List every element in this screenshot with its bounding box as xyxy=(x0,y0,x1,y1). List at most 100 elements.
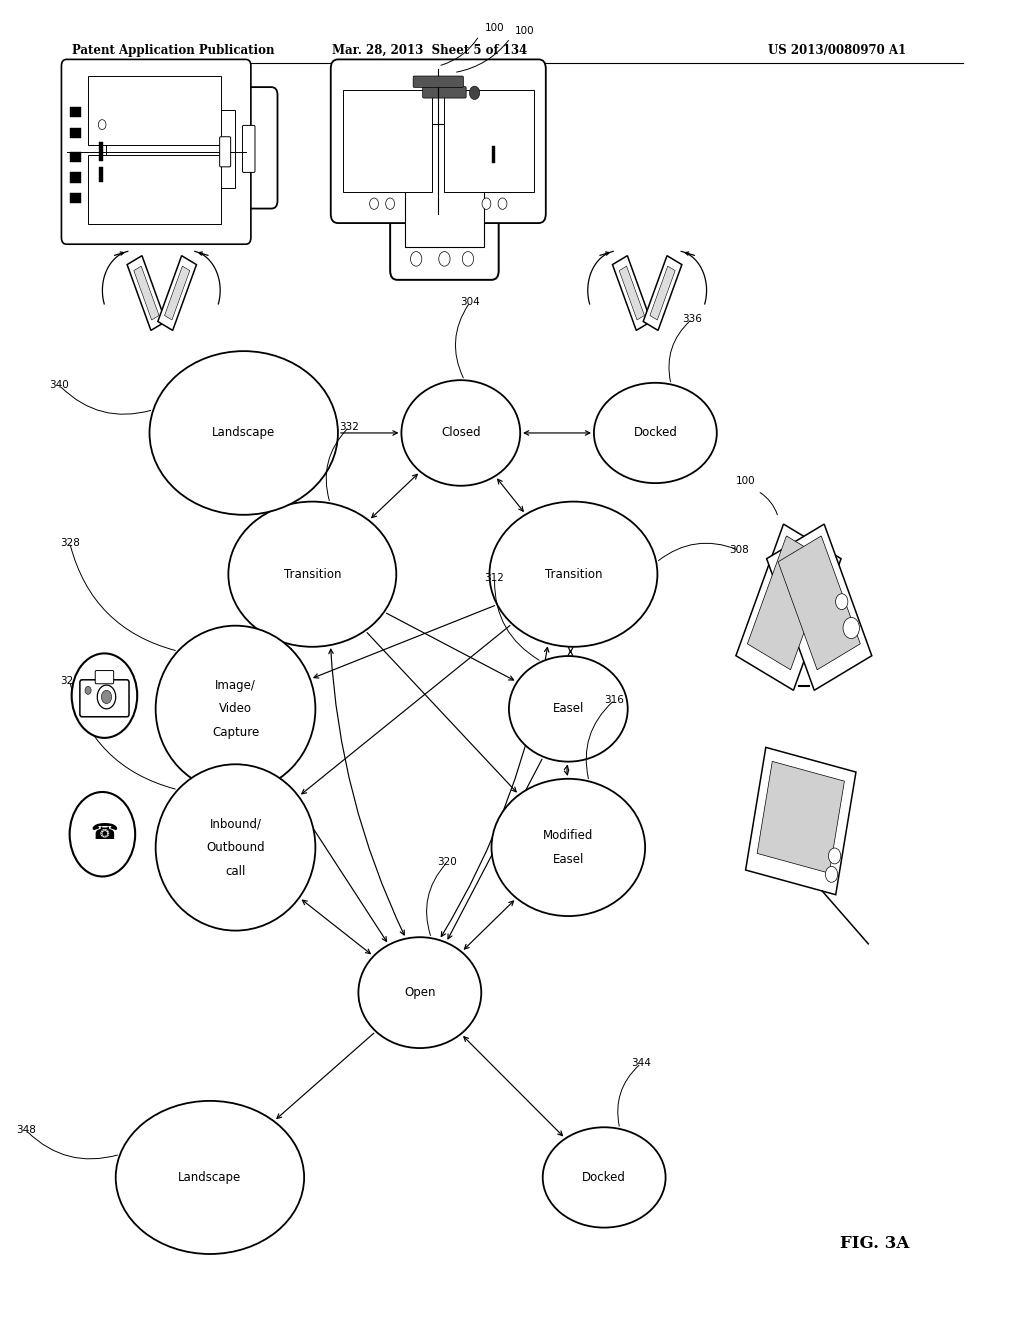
Ellipse shape xyxy=(358,937,481,1048)
Text: FIG. 3A: FIG. 3A xyxy=(840,1236,909,1251)
Text: 344: 344 xyxy=(631,1059,651,1068)
Bar xyxy=(343,91,432,193)
Text: Outbound: Outbound xyxy=(206,841,265,854)
Polygon shape xyxy=(127,256,166,330)
Text: Docked: Docked xyxy=(583,1171,626,1184)
Circle shape xyxy=(482,198,490,210)
Circle shape xyxy=(370,198,379,210)
FancyBboxPatch shape xyxy=(95,671,114,684)
Polygon shape xyxy=(767,524,871,690)
Text: Transition: Transition xyxy=(284,568,341,581)
Circle shape xyxy=(72,653,137,738)
Polygon shape xyxy=(158,256,197,330)
Polygon shape xyxy=(643,256,682,330)
Text: 308: 308 xyxy=(729,545,750,556)
Text: ☎: ☎ xyxy=(90,822,119,843)
Circle shape xyxy=(825,866,838,882)
Bar xyxy=(404,124,484,247)
Text: Video: Video xyxy=(219,702,252,715)
Text: 348: 348 xyxy=(15,1125,36,1135)
Circle shape xyxy=(70,792,135,876)
Text: Docked: Docked xyxy=(634,426,677,440)
Text: US 2013/0080970 A1: US 2013/0080970 A1 xyxy=(768,44,906,57)
Circle shape xyxy=(828,847,841,863)
Polygon shape xyxy=(778,536,860,669)
Bar xyxy=(70,173,81,182)
Text: Inbound/: Inbound/ xyxy=(210,817,261,830)
Text: Capture: Capture xyxy=(212,726,259,739)
Text: Easel: Easel xyxy=(553,702,584,715)
Circle shape xyxy=(101,690,112,704)
FancyBboxPatch shape xyxy=(80,680,129,717)
FancyBboxPatch shape xyxy=(91,87,278,209)
Text: Landscape: Landscape xyxy=(178,1171,242,1184)
Polygon shape xyxy=(745,747,856,895)
Ellipse shape xyxy=(543,1127,666,1228)
Text: 332: 332 xyxy=(339,422,359,432)
Polygon shape xyxy=(748,536,829,669)
Text: 312: 312 xyxy=(484,573,505,583)
Text: Closed: Closed xyxy=(441,426,480,440)
FancyBboxPatch shape xyxy=(61,59,251,244)
Circle shape xyxy=(85,686,91,694)
Polygon shape xyxy=(620,267,644,319)
FancyBboxPatch shape xyxy=(243,125,255,173)
Bar xyxy=(492,145,496,164)
Polygon shape xyxy=(757,762,845,873)
Ellipse shape xyxy=(156,764,315,931)
Circle shape xyxy=(836,594,848,610)
Ellipse shape xyxy=(509,656,628,762)
Bar xyxy=(70,128,81,139)
Text: 324: 324 xyxy=(59,676,80,686)
Circle shape xyxy=(462,252,474,267)
Ellipse shape xyxy=(150,351,338,515)
Text: 320: 320 xyxy=(437,857,458,867)
Polygon shape xyxy=(134,267,159,319)
Bar xyxy=(99,141,103,161)
Text: call: call xyxy=(225,865,246,878)
Bar xyxy=(88,77,221,145)
Ellipse shape xyxy=(594,383,717,483)
FancyBboxPatch shape xyxy=(331,59,546,223)
Text: Easel: Easel xyxy=(553,853,584,866)
Bar xyxy=(70,152,81,162)
Bar xyxy=(106,110,234,187)
Bar xyxy=(70,107,81,117)
FancyBboxPatch shape xyxy=(423,87,466,98)
Text: Patent Application Publication: Patent Application Publication xyxy=(72,44,274,57)
FancyBboxPatch shape xyxy=(413,77,464,87)
Text: Image/: Image/ xyxy=(215,678,256,692)
Text: Landscape: Landscape xyxy=(212,426,275,440)
Text: Transition: Transition xyxy=(545,568,602,581)
Polygon shape xyxy=(736,524,841,690)
Text: 336: 336 xyxy=(682,314,702,323)
Text: 328: 328 xyxy=(59,537,80,548)
Text: 100: 100 xyxy=(484,22,504,33)
Text: 340: 340 xyxy=(49,380,70,391)
Polygon shape xyxy=(612,256,651,330)
Text: Mar. 28, 2013  Sheet 5 of 134: Mar. 28, 2013 Sheet 5 of 134 xyxy=(333,44,527,57)
Circle shape xyxy=(97,685,116,709)
Circle shape xyxy=(843,618,859,639)
Circle shape xyxy=(498,198,507,210)
Bar xyxy=(444,91,534,193)
Text: 316: 316 xyxy=(604,696,625,705)
Ellipse shape xyxy=(401,380,520,486)
Text: Open: Open xyxy=(404,986,435,999)
Circle shape xyxy=(438,252,451,267)
Text: Modified: Modified xyxy=(543,829,594,842)
Circle shape xyxy=(386,198,394,210)
Bar xyxy=(88,156,221,224)
FancyBboxPatch shape xyxy=(219,137,230,166)
Ellipse shape xyxy=(116,1101,304,1254)
Ellipse shape xyxy=(492,779,645,916)
Bar xyxy=(99,166,103,182)
FancyBboxPatch shape xyxy=(390,66,499,280)
Text: 100: 100 xyxy=(515,25,535,36)
Polygon shape xyxy=(650,267,675,319)
Circle shape xyxy=(469,86,479,99)
Text: 100: 100 xyxy=(736,475,756,486)
Bar xyxy=(70,193,81,203)
Circle shape xyxy=(411,252,422,267)
Ellipse shape xyxy=(228,502,396,647)
